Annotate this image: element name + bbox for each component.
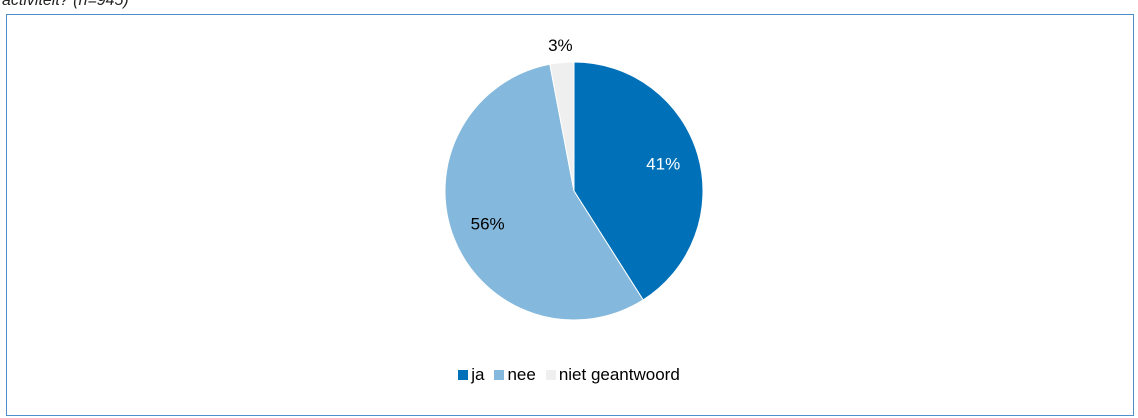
- legend-item-niet-geantwoord: niet geantwoord: [545, 365, 680, 385]
- legend-swatch: [545, 370, 556, 380]
- data-label-ja: 41%: [646, 155, 680, 174]
- pie-slice-niet-geantwoord: [549, 61, 575, 192]
- legend-label: nee: [507, 365, 536, 384]
- legend-label: niet geantwoord: [558, 365, 680, 384]
- pie-slice-nee: [444, 63, 644, 321]
- data-label-nee: 56%: [471, 215, 505, 234]
- chart-legend: ja nee niet geantwoord: [0, 365, 1138, 385]
- legend-label: ja: [471, 365, 485, 384]
- pie-slice-ja: [573, 61, 704, 301]
- chart-caption: activiteit? (n=945): [2, 0, 129, 9]
- legend-item-nee: nee: [494, 365, 536, 385]
- legend-swatch: [458, 370, 469, 380]
- legend-swatch: [494, 370, 505, 380]
- legend-item-ja: ja: [458, 365, 484, 385]
- data-label-niet-geantwoord: 3%: [548, 36, 573, 55]
